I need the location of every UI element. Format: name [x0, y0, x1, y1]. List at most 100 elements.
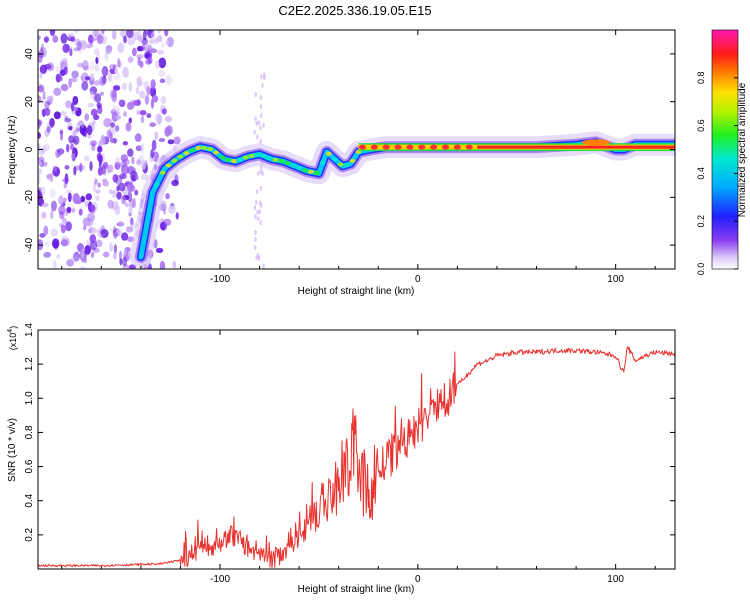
noise-speck: [94, 178, 98, 186]
noise-speck: [254, 245, 257, 251]
noise-speck: [257, 170, 260, 176]
noise-speck: [43, 144, 50, 152]
noise-speck: [73, 47, 81, 52]
band-hotspot: [418, 144, 426, 150]
noise-speck: [122, 66, 129, 78]
noise-speck: [46, 126, 51, 133]
noise-speck: [122, 159, 130, 166]
noise-speck: [38, 132, 41, 139]
noise-speck: [84, 245, 91, 255]
noise-speck: [112, 252, 117, 260]
noise-speck: [255, 120, 258, 126]
noise-speck: [111, 111, 119, 122]
noise-speck: [125, 122, 132, 132]
figure-title: C2E2.2025.336.19.05.E15: [278, 3, 431, 18]
snr-multiplier: (x104): [7, 326, 18, 350]
noise-speck: [109, 227, 117, 232]
noise-speck: [79, 75, 84, 81]
noise-speck: [50, 228, 59, 237]
noise-speck: [146, 86, 151, 96]
noise-speck: [259, 125, 262, 131]
noise-speck: [124, 202, 129, 208]
noise-speck: [94, 93, 102, 103]
noise-speck: [154, 131, 159, 140]
noise-speck: [112, 225, 117, 233]
noise-speck: [59, 129, 64, 135]
ridge-blob: [284, 161, 291, 166]
colorbar-label: Normalized spectral amplitude: [737, 82, 748, 217]
noise-speck: [262, 263, 265, 269]
noise-speck: [123, 248, 128, 256]
noise-speck: [97, 145, 103, 153]
noise-speck: [127, 35, 136, 46]
noise-speck: [257, 120, 261, 126]
noise-speck: [151, 139, 157, 151]
ridge-blob: [343, 163, 350, 168]
noise-speck: [167, 139, 175, 145]
noise-speck: [40, 43, 45, 49]
noise-speck: [71, 208, 76, 213]
noise-speck: [38, 52, 43, 64]
noise-speck: [256, 134, 259, 140]
snr-ylabel: SNR (10 * v/v): [7, 418, 18, 482]
noise-speck: [103, 161, 109, 170]
noise-speck: [150, 31, 155, 39]
noise-speck: [56, 65, 60, 73]
noise-speck: [66, 206, 72, 214]
noise-speck: [135, 145, 143, 152]
noise-speck: [56, 254, 61, 259]
noise-speck: [63, 181, 68, 189]
noise-speck: [89, 73, 95, 80]
ridge-blob: [213, 150, 220, 155]
noise-speck: [118, 182, 126, 192]
noise-speck: [141, 44, 146, 51]
spectrogram-axes: -100 0 100 -40 -20 0 20 40: [24, 30, 675, 285]
snr-xlabel: Height of straight line (km): [298, 584, 415, 595]
ridge-blob: [313, 171, 320, 176]
noise-speck: [157, 34, 163, 43]
ridge-blob: [242, 155, 249, 160]
noise-speck: [46, 62, 55, 72]
ridge-blob: [189, 148, 196, 153]
snr-panel: -100 0 100 0.2 0.4 0.6 0.8 1.0 1.2 1.4 Height of …: [7, 323, 676, 595]
snr-xtick-label: 0: [415, 574, 421, 585]
noise-speck: [100, 134, 106, 146]
noise-speck: [38, 147, 44, 156]
spectrogram-ytick-label: 40: [24, 48, 35, 60]
noise-speck: [112, 228, 121, 237]
noise-speck: [120, 154, 128, 163]
noise-speck: [39, 64, 48, 75]
noise-speck: [84, 200, 89, 208]
noise-speck: [126, 101, 135, 111]
noise-speck: [44, 107, 51, 116]
noise-speck: [254, 92, 257, 98]
spectrogram-ytick-label: 20: [24, 96, 35, 108]
noise-speck: [175, 212, 179, 220]
band-hotspot: [581, 139, 610, 146]
noise-speck: [161, 200, 167, 206]
noise-speck: [90, 37, 97, 42]
noise-speck: [42, 161, 48, 167]
noise-speck: [79, 162, 83, 173]
noise-speck: [122, 141, 129, 146]
ridge-blob: [183, 151, 190, 156]
noise-speck: [87, 212, 96, 222]
noise-speck: [97, 105, 103, 115]
noise-speck: [63, 225, 68, 232]
noise-speck: [150, 148, 155, 159]
noise-speck: [41, 47, 47, 58]
noise-speck: [117, 57, 121, 68]
noise-speck: [38, 84, 45, 93]
noise-speck: [91, 228, 98, 234]
noise-speck: [114, 205, 121, 216]
noise-speck: [128, 81, 133, 93]
noise-speck: [49, 118, 55, 128]
noise-speck: [136, 159, 141, 166]
noise-speck: [89, 61, 95, 72]
noise-speck: [259, 103, 263, 109]
noise-speck: [157, 49, 164, 55]
noise-speck: [127, 56, 134, 63]
ridge-blob: [296, 165, 303, 170]
spectrogram-xtick-label: 0: [415, 274, 421, 285]
ridge-blob: [260, 153, 267, 158]
